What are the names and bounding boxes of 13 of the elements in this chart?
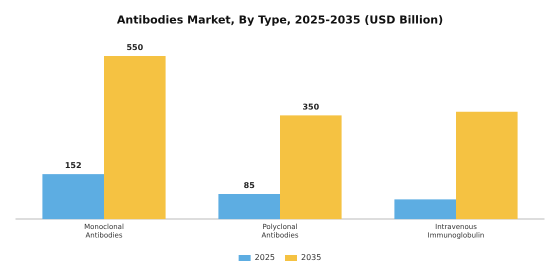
bar (104, 56, 166, 220)
bar (456, 112, 518, 220)
bar (280, 115, 342, 220)
bar (394, 199, 456, 220)
data-label: 152 (64, 161, 82, 170)
data-label: 550 (126, 43, 144, 52)
chart-title: Antibodies Market, By Type, 2025-2035 (USD Billion) (116, 13, 444, 26)
data-label: 85 (244, 181, 256, 190)
bar (42, 174, 104, 220)
bar (218, 194, 280, 220)
legend-label: 2025 (254, 253, 275, 262)
data-label: 350 (302, 102, 320, 112)
legend-label: 2035 (301, 253, 322, 262)
